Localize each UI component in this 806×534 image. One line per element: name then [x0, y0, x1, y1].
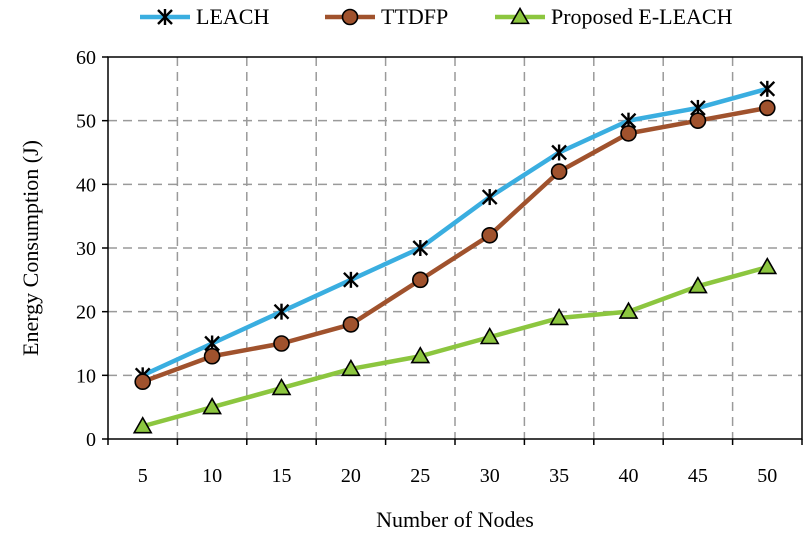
series-line	[141, 86, 768, 378]
data-point	[757, 256, 778, 275]
data-point	[273, 335, 290, 352]
x-tick-label: 45	[688, 465, 708, 487]
data-point	[271, 377, 292, 396]
series-proposed-e-leach	[132, 256, 778, 434]
data-point	[758, 99, 776, 117]
y-tick-label: 60	[76, 47, 96, 69]
data-point	[341, 358, 361, 377]
y-tick-label: 10	[76, 365, 96, 387]
data-point	[203, 347, 221, 365]
x-tick-label: 25	[410, 465, 430, 487]
data-point	[759, 80, 776, 97]
legend-item: TTDFP	[325, 4, 448, 29]
data-point	[410, 346, 431, 364]
y-tick-label: 20	[76, 302, 96, 324]
x-axis-title: Number of Nodes	[376, 507, 534, 532]
legend-marker	[510, 6, 530, 25]
data-point	[689, 112, 707, 129]
x-tick-label: 20	[341, 465, 361, 487]
x-tick-label: 15	[272, 465, 292, 487]
y-axis: 0 10 20 30 40 50 60	[76, 47, 108, 451]
series-line	[141, 105, 768, 384]
legend-marker	[341, 8, 359, 26]
x-tick-label: 40	[619, 465, 639, 487]
y-tick-label: 30	[76, 238, 96, 260]
data-point	[551, 144, 567, 161]
legend-label: LEACH	[196, 4, 269, 29]
data-point	[481, 189, 498, 206]
y-tick-label: 0	[86, 429, 96, 451]
data-point	[411, 271, 429, 289]
legend-marker	[157, 9, 173, 25]
legend-label: TTDFP	[381, 4, 448, 29]
y-tick-label: 50	[76, 111, 96, 133]
legend-item: LEACH	[140, 4, 269, 29]
data-point	[273, 303, 290, 320]
legend-item: Proposed E-LEACH	[495, 4, 733, 29]
series-ttdfp	[134, 99, 776, 391]
data-point	[688, 276, 708, 294]
x-tick-label: 30	[480, 465, 500, 487]
data-point	[549, 307, 569, 326]
x-tick-label: 35	[549, 465, 569, 487]
data-point	[620, 125, 637, 142]
data-point	[202, 397, 222, 415]
y-tick-label: 40	[76, 174, 96, 196]
data-point	[134, 373, 151, 391]
x-tick-label: 10	[202, 465, 222, 487]
legend-label: Proposed E-LEACH	[551, 4, 733, 29]
series-line	[142, 264, 768, 429]
data-point	[132, 416, 153, 434]
data-point	[343, 271, 359, 288]
x-axis: 5 10 15 20 25 30 35 40 45 50	[107, 439, 803, 487]
legend: LEACH TTDFP Proposed E-LEACH	[140, 4, 733, 29]
data-point	[479, 327, 500, 345]
series-group	[132, 80, 778, 434]
data-point	[412, 240, 429, 256]
data-point	[342, 316, 360, 333]
data-point	[550, 163, 568, 180]
x-tick-label: 5	[138, 465, 148, 487]
y-axis-title: Energy Consumption (J)	[18, 140, 43, 356]
x-tick-label: 50	[757, 465, 777, 487]
data-point	[618, 301, 639, 319]
data-point	[481, 226, 499, 244]
